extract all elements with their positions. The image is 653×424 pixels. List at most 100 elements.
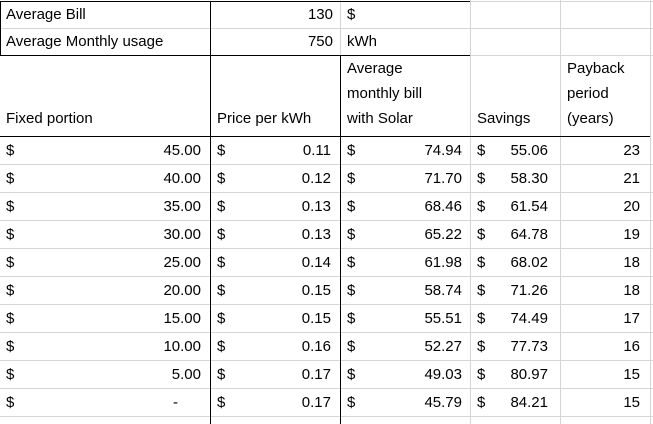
price-value: 0.15 [301, 309, 331, 327]
cell-average-bill-unit[interactable]: $ [340, 1, 470, 28]
cell-fixed[interactable]: $ - [0, 388, 210, 416]
cell-payback[interactable]: 21 [560, 164, 650, 192]
savings-value: 64.78 [510, 225, 548, 243]
header-bill-with-solar[interactable]: Average monthly bill with Solar [340, 56, 470, 136]
price-value: 0.11 [302, 141, 331, 159]
cell-savings[interactable]: $80.97 [470, 360, 560, 388]
cell-payback[interactable]: 18 [560, 276, 650, 304]
cell-bill-with-solar[interactable]: $55.51 [340, 304, 470, 332]
currency-symbol: $ [477, 309, 486, 327]
gridline [0, 276, 653, 277]
cell-savings[interactable]: $55.06 [470, 136, 560, 164]
cell-savings[interactable]: $61.54 [470, 192, 560, 220]
cell-fixed[interactable]: $20.00 [0, 276, 210, 304]
cell-price[interactable]: $0.16 [210, 332, 340, 360]
cell-bill-with-solar[interactable]: $49.03 [340, 360, 470, 388]
cell-fixed[interactable]: $45.00 [0, 136, 210, 164]
fixed-value: 35.00 [163, 197, 201, 215]
price-value: 0.16 [301, 337, 331, 355]
border-line [0, 1, 470, 2]
header-fixed-portion[interactable]: Fixed portion [0, 56, 210, 136]
cell-payback[interactable]: 15 [560, 388, 650, 416]
cell-average-usage-label[interactable]: Average Monthly usage [0, 28, 210, 55]
cell-fixed[interactable]: $25.00 [0, 248, 210, 276]
cell-price[interactable]: $0.11 [210, 136, 340, 164]
cell-price[interactable]: $0.13 [210, 192, 340, 220]
cell-bill-with-solar[interactable]: $65.22 [340, 220, 470, 248]
bill-value: 74.94 [424, 141, 462, 159]
cell-fixed[interactable]: $15.00 [0, 304, 210, 332]
header-savings[interactable]: Savings [470, 56, 560, 136]
cell-bill-with-solar[interactable]: $45.79 [340, 388, 470, 416]
currency-symbol: $ [6, 365, 15, 383]
gridline [0, 192, 653, 193]
cell-payback[interactable]: 16 [560, 332, 650, 360]
cell-average-usage-value[interactable]: 750 [210, 28, 340, 55]
cell-fixed[interactable]: $40.00 [0, 164, 210, 192]
cell-payback[interactable]: 17 [560, 304, 650, 332]
cell-average-bill-value[interactable]: 130 [210, 1, 340, 28]
price-value: 0.15 [301, 281, 331, 299]
currency-symbol: $ [6, 141, 15, 159]
cell-bill-with-solar[interactable]: $68.46 [340, 192, 470, 220]
cell-bill-with-solar[interactable]: $58.74 [340, 276, 470, 304]
currency-symbol: $ [6, 253, 15, 271]
currency-symbol: $ [347, 225, 356, 243]
payback-value: 17 [623, 309, 640, 327]
cell-savings[interactable]: $68.02 [470, 248, 560, 276]
table-row: $45.00 $0.11 $74.94 $55.06 23 [0, 136, 653, 164]
header-payback-period[interactable]: Payback period (years) [560, 56, 650, 136]
cell-price[interactable]: $0.13 [210, 220, 340, 248]
gridline [0, 416, 653, 417]
currency-symbol: $ [477, 169, 486, 187]
cell-price[interactable]: $0.12 [210, 164, 340, 192]
cell-bill-with-solar[interactable]: $71.70 [340, 164, 470, 192]
savings-value: 80.97 [510, 365, 548, 383]
currency-symbol: $ [477, 225, 486, 243]
price-value: 0.17 [301, 365, 331, 383]
savings-value: 71.26 [510, 281, 548, 299]
cell-payback[interactable]: 15 [560, 360, 650, 388]
price-value: 0.17 [301, 393, 331, 411]
cell-fixed[interactable]: $35.00 [0, 192, 210, 220]
cell-savings[interactable]: $58.30 [470, 164, 560, 192]
cell-payback[interactable]: 18 [560, 248, 650, 276]
gridline [470, 55, 653, 56]
cell-price[interactable]: $0.17 [210, 360, 340, 388]
currency-symbol: $ [347, 141, 356, 159]
gridline [470, 0, 471, 424]
cell-average-usage-unit[interactable]: kWh [340, 28, 470, 55]
currency-symbol: $ [347, 253, 356, 271]
payback-value: 20 [623, 197, 640, 215]
cell-bill-with-solar[interactable]: $61.98 [340, 248, 470, 276]
header-price-per-kwh[interactable]: Price per kWh [210, 56, 340, 136]
cell-fixed[interactable]: $5.00 [0, 360, 210, 388]
cell-price[interactable]: $0.15 [210, 276, 340, 304]
currency-symbol: $ [217, 225, 226, 243]
cell-savings[interactable]: $74.49 [470, 304, 560, 332]
cell-savings[interactable]: $77.73 [470, 332, 560, 360]
border-line [0, 55, 470, 56]
cell-payback[interactable]: 19 [560, 220, 650, 248]
cell-bill-with-solar[interactable]: $52.27 [340, 332, 470, 360]
cell-fixed[interactable]: $10.00 [0, 332, 210, 360]
table-row: $30.00 $0.13 $65.22 $64.78 19 [0, 220, 653, 248]
cell-price[interactable]: $0.15 [210, 304, 340, 332]
cell-fixed[interactable]: $30.00 [0, 220, 210, 248]
savings-value: 55.06 [510, 141, 548, 159]
cell-savings[interactable]: $71.26 [470, 276, 560, 304]
border-line [0, 136, 650, 137]
currency-symbol: $ [6, 309, 15, 327]
cell-price[interactable]: $0.17 [210, 388, 340, 416]
payback-value: 18 [623, 281, 640, 299]
currency-symbol: $ [217, 365, 226, 383]
cell-savings[interactable]: $84.21 [470, 388, 560, 416]
cell-savings[interactable]: $64.78 [470, 220, 560, 248]
table-row: $5.00 $0.17 $49.03 $80.97 15 [0, 360, 653, 388]
table-row: $ - $0.17 $45.79 $84.21 15 [0, 388, 653, 416]
cell-payback[interactable]: 20 [560, 192, 650, 220]
cell-bill-with-solar[interactable]: $74.94 [340, 136, 470, 164]
cell-payback[interactable]: 23 [560, 136, 650, 164]
cell-price[interactable]: $0.14 [210, 248, 340, 276]
cell-average-bill-label[interactable]: Average Bill [0, 1, 210, 28]
